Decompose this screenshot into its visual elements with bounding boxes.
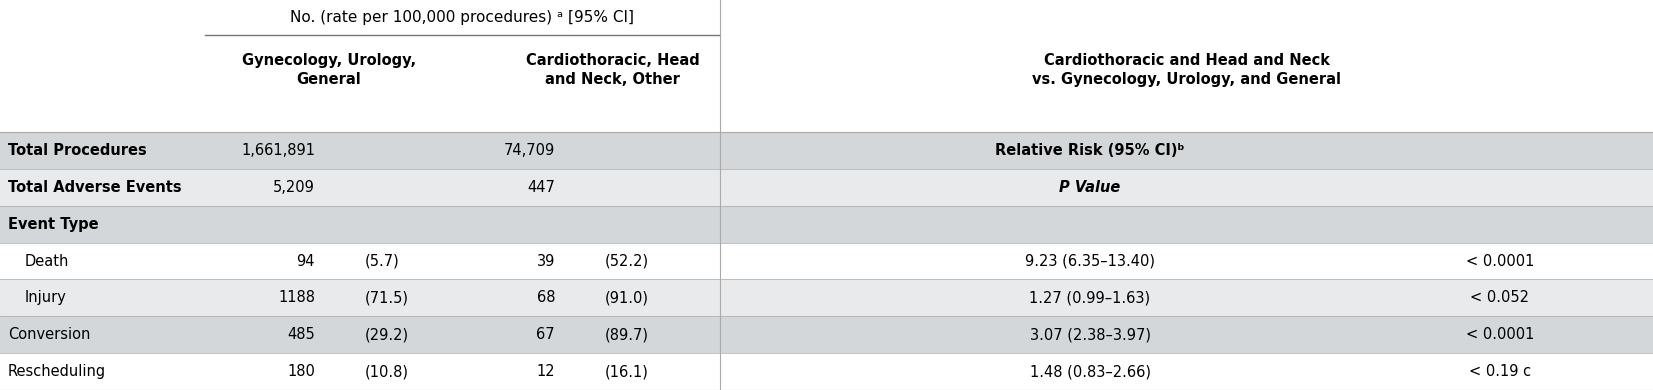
- Text: 74,709: 74,709: [504, 143, 555, 158]
- Text: < 0.0001: < 0.0001: [1466, 254, 1534, 268]
- Text: Injury: Injury: [25, 291, 66, 305]
- FancyBboxPatch shape: [0, 243, 1653, 279]
- FancyBboxPatch shape: [0, 132, 1653, 169]
- Text: (89.7): (89.7): [605, 327, 650, 342]
- Text: (5.7): (5.7): [365, 254, 400, 268]
- Text: Rescheduling: Rescheduling: [8, 364, 106, 379]
- Text: 180: 180: [288, 364, 316, 379]
- Text: Total Procedures: Total Procedures: [8, 143, 147, 158]
- Text: < 0.052: < 0.052: [1471, 291, 1529, 305]
- Text: 67: 67: [536, 327, 555, 342]
- Text: Conversion: Conversion: [8, 327, 91, 342]
- Text: 68: 68: [537, 291, 555, 305]
- Text: Cardiothoracic, Head
and Neck, Other: Cardiothoracic, Head and Neck, Other: [526, 53, 699, 87]
- Text: Total Adverse Events: Total Adverse Events: [8, 180, 182, 195]
- Text: 1.48 (0.83–2.66): 1.48 (0.83–2.66): [1030, 364, 1150, 379]
- Text: P Value: P Value: [1060, 180, 1121, 195]
- Text: 9.23 (6.35–13.40): 9.23 (6.35–13.40): [1025, 254, 1155, 268]
- Text: 5,209: 5,209: [273, 180, 316, 195]
- Text: Relative Risk (95% CI)ᵇ: Relative Risk (95% CI)ᵇ: [995, 143, 1185, 158]
- Text: Event Type: Event Type: [8, 216, 99, 232]
- Text: < 0.0001: < 0.0001: [1466, 327, 1534, 342]
- FancyBboxPatch shape: [0, 279, 1653, 316]
- FancyBboxPatch shape: [0, 316, 1653, 353]
- Text: No. (rate per 100,000 procedures) ᵃ [95% CI]: No. (rate per 100,000 procedures) ᵃ [95%…: [291, 11, 635, 25]
- Text: Cardiothoracic and Head and Neck
vs. Gynecology, Urology, and General: Cardiothoracic and Head and Neck vs. Gyn…: [1031, 53, 1341, 87]
- FancyBboxPatch shape: [0, 169, 1653, 206]
- Text: 447: 447: [527, 180, 555, 195]
- Text: 39: 39: [537, 254, 555, 268]
- Text: (10.8): (10.8): [365, 364, 408, 379]
- Text: (29.2): (29.2): [365, 327, 410, 342]
- Text: (71.5): (71.5): [365, 291, 408, 305]
- Text: 12: 12: [536, 364, 555, 379]
- Text: Death: Death: [25, 254, 69, 268]
- Text: (91.0): (91.0): [605, 291, 650, 305]
- Text: (52.2): (52.2): [605, 254, 650, 268]
- FancyBboxPatch shape: [0, 0, 1653, 132]
- Text: (16.1): (16.1): [605, 364, 650, 379]
- Text: 3.07 (2.38–3.97): 3.07 (2.38–3.97): [1030, 327, 1150, 342]
- Text: Gynecology, Urology,
General: Gynecology, Urology, General: [241, 53, 417, 87]
- Text: 1.27 (0.99–1.63): 1.27 (0.99–1.63): [1030, 291, 1150, 305]
- Text: 1,661,891: 1,661,891: [241, 143, 316, 158]
- Text: 485: 485: [288, 327, 316, 342]
- Text: < 0.19 c: < 0.19 c: [1470, 364, 1531, 379]
- FancyBboxPatch shape: [0, 353, 1653, 390]
- Text: 94: 94: [296, 254, 316, 268]
- Text: 1188: 1188: [278, 291, 316, 305]
- FancyBboxPatch shape: [0, 206, 1653, 243]
